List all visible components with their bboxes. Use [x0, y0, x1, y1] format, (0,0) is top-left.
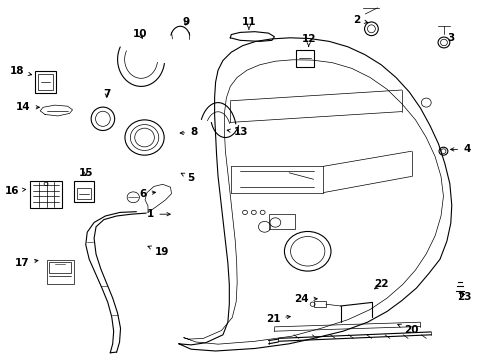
Text: 18: 18	[10, 66, 32, 76]
Bar	[74, 181, 94, 202]
Text: 13: 13	[227, 127, 249, 138]
Text: 24: 24	[294, 294, 317, 304]
Text: 7: 7	[103, 89, 111, 99]
Text: 14: 14	[16, 102, 39, 112]
Text: 1: 1	[147, 209, 170, 219]
Bar	[269, 214, 295, 229]
Bar	[314, 301, 326, 307]
Text: 11: 11	[242, 17, 256, 30]
Text: 23: 23	[457, 292, 472, 302]
Text: 12: 12	[301, 34, 316, 47]
Text: 4: 4	[451, 144, 470, 154]
Text: 16: 16	[5, 186, 26, 196]
Text: 19: 19	[148, 246, 169, 257]
Text: 21: 21	[266, 314, 290, 324]
Text: 6: 6	[140, 189, 155, 199]
Text: 5: 5	[181, 173, 195, 183]
Text: 8: 8	[180, 127, 197, 138]
Text: 10: 10	[132, 29, 147, 39]
Bar	[296, 50, 314, 67]
Bar	[49, 262, 71, 273]
Bar	[47, 260, 74, 284]
Bar	[35, 71, 56, 93]
Text: 22: 22	[374, 279, 389, 289]
Bar	[77, 188, 91, 199]
Text: 15: 15	[78, 168, 93, 178]
Bar	[30, 181, 62, 208]
Text: 20: 20	[398, 324, 419, 336]
Text: 2: 2	[353, 15, 368, 25]
Text: 9: 9	[183, 17, 190, 27]
Bar	[38, 74, 53, 90]
Text: 17: 17	[15, 258, 38, 268]
Text: 3: 3	[447, 33, 454, 43]
